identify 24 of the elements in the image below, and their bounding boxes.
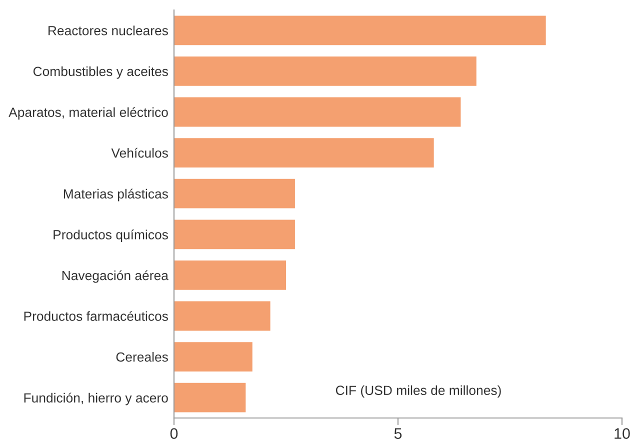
bar <box>174 342 252 372</box>
x-tick-label: 0 <box>170 428 178 439</box>
y-tick-label: Vehículos <box>111 148 168 158</box>
y-tick-label: Aparatos, material eléctrico <box>8 107 168 120</box>
x-axis-title: CIF (USD miles de millones) <box>336 385 501 398</box>
y-tick-label: Materias plásticas <box>64 188 168 202</box>
bar <box>174 16 546 46</box>
bar <box>174 220 295 250</box>
bar <box>174 56 476 86</box>
bar <box>174 138 434 168</box>
y-tick-label: Productos químicos <box>54 230 168 242</box>
x-tick-label: 10 <box>614 428 630 439</box>
bar <box>174 382 246 412</box>
y-tick-label: Productos farmacéuticos <box>24 311 168 321</box>
bar <box>174 97 461 127</box>
bar <box>174 301 270 331</box>
bar <box>174 260 286 290</box>
bar <box>174 178 295 208</box>
x-tick-label: 5 <box>394 428 402 439</box>
y-tick-label: Fundición, hierro y acero <box>24 392 168 406</box>
y-tick-label: Navegación aérea <box>62 270 168 283</box>
y-tick-label: Cereales <box>116 352 168 362</box>
y-tick-label: Reactores nucleares <box>48 26 168 36</box>
y-tick-label: Combustibles y aceites <box>33 66 168 79</box>
